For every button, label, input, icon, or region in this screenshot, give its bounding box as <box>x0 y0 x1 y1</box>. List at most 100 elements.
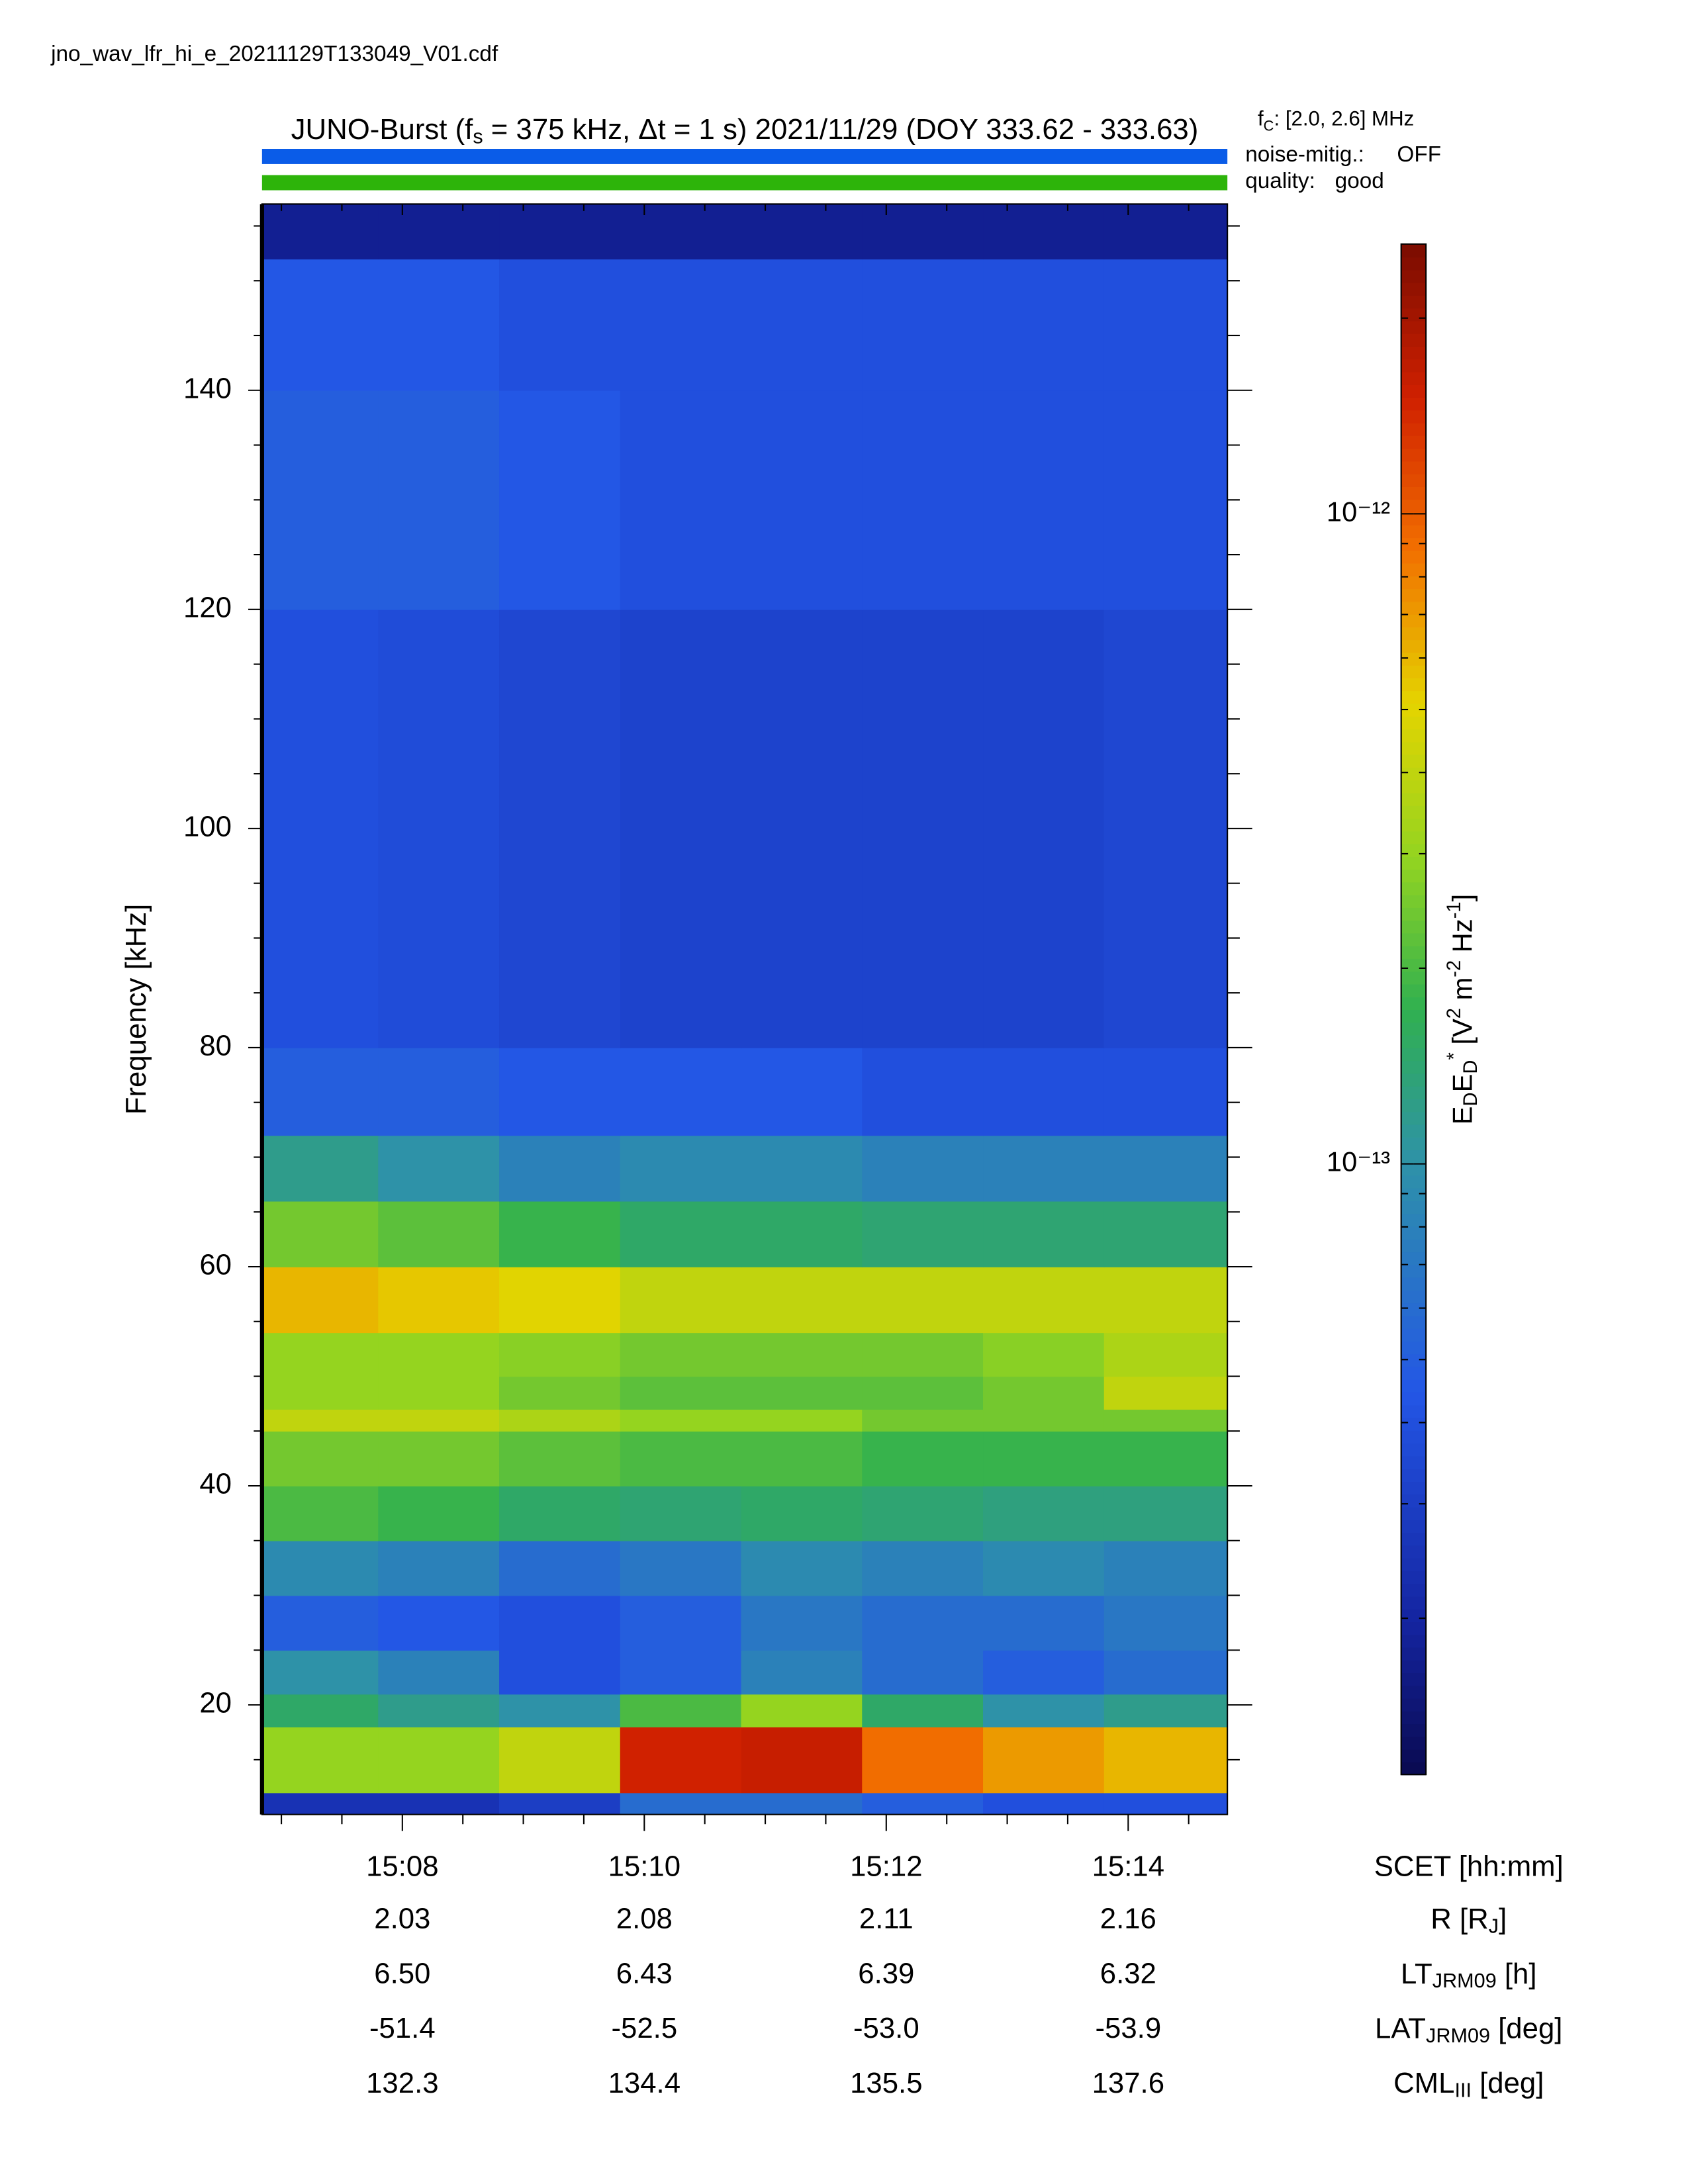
heatmap-cell <box>741 1332 863 1377</box>
heatmap-cell <box>499 1792 621 1815</box>
heatmap-cell <box>862 1135 984 1202</box>
heatmap-cell <box>620 1376 742 1410</box>
text-part: : [2.0, 2.6] MHz <box>1274 107 1414 130</box>
heatmap-cell <box>741 390 863 610</box>
ephemeris-value: 6.43 <box>616 1957 673 1989</box>
colorbar-segment <box>1401 563 1427 576</box>
colorbar-segment <box>1401 473 1427 487</box>
heatmap-cell <box>499 390 621 610</box>
colorbar-segment <box>1401 1532 1427 1546</box>
heatmap-cell <box>620 1727 742 1794</box>
text-part: [deg] <box>1490 2012 1562 2044</box>
colorbar-segment <box>1401 792 1427 806</box>
heatmap-cell <box>1103 1431 1228 1486</box>
heatmap-cell <box>862 1409 984 1432</box>
colorbar-segment <box>1401 626 1427 641</box>
colorbar-segment <box>1401 869 1427 883</box>
colorbar-segment <box>1401 1519 1427 1533</box>
colorbar-segment <box>1401 1455 1427 1469</box>
heatmap-cell <box>261 1409 379 1432</box>
heatmap-cell <box>862 1376 984 1410</box>
heatmap-cell <box>620 204 742 259</box>
ephemeris-value: -53.0 <box>853 2012 919 2044</box>
colorbar-segment <box>1401 983 1427 997</box>
heatmap-cell <box>1103 1376 1228 1410</box>
heatmap-cell <box>741 828 863 1048</box>
heatmap-cell <box>741 1540 863 1596</box>
colorbar-segment <box>1401 384 1427 398</box>
colorbar-segment <box>1401 588 1427 602</box>
colorbar-segment <box>1401 1251 1427 1265</box>
colorbar-segment <box>1401 345 1427 360</box>
heatmap-cell <box>862 1332 984 1377</box>
heatmap-cell <box>261 609 379 829</box>
quality-value: good <box>1335 169 1384 193</box>
heatmap-cell <box>1103 1792 1228 1815</box>
colorbar-segment <box>1401 1723 1427 1737</box>
heatmap-cell <box>378 1540 500 1596</box>
colorbar-segment <box>1401 1545 1427 1559</box>
heatmap-cell <box>620 1047 742 1136</box>
text-part: s <box>473 125 483 148</box>
heatmap-cell <box>983 204 1105 259</box>
heatmap-cell <box>378 1376 500 1410</box>
heatmap-cell <box>499 1595 621 1651</box>
colorbar-segment <box>1401 920 1427 934</box>
quality-bar <box>261 175 1228 191</box>
heatmap-cell <box>741 1727 863 1794</box>
colorbar-segment <box>1401 907 1427 921</box>
heatmap-cell <box>741 1376 863 1410</box>
heatmap-cell <box>620 1540 742 1596</box>
ephemeris-value: 2.16 <box>1100 1903 1156 1935</box>
heatmap-cell <box>378 390 500 610</box>
colorbar-segment <box>1401 1392 1427 1406</box>
heatmap-cell <box>741 609 863 829</box>
heatmap-cell <box>499 1650 621 1695</box>
colorbar-segment <box>1401 295 1427 309</box>
heatmap-cell <box>741 1792 863 1815</box>
colorbar-segment <box>1401 1047 1427 1062</box>
x-tick-label: 15:10 <box>608 1850 680 1882</box>
colorbar-segment <box>1401 333 1427 347</box>
noise-bar <box>261 149 1228 164</box>
colorbar-segment <box>1401 1404 1427 1418</box>
y-tick-label: 100 <box>183 810 232 842</box>
heatmap-cell <box>499 1267 621 1334</box>
heatmap-cell <box>499 259 621 391</box>
ephemeris-value: 2.08 <box>616 1903 673 1935</box>
heatmap-cell <box>499 1727 621 1794</box>
quality-label: quality: <box>1245 169 1315 193</box>
heatmap-cell <box>499 1694 621 1728</box>
colorbar-segment <box>1401 499 1427 513</box>
heatmap-cell <box>378 1595 500 1651</box>
heatmap-cell <box>499 609 621 829</box>
heatmap-cell <box>378 1201 500 1267</box>
y-tick-label: 40 <box>199 1468 232 1500</box>
heatmap-cell <box>741 1201 863 1267</box>
text-part: JUNO-Burst (f <box>291 113 474 145</box>
heatmap-cell <box>620 1431 742 1486</box>
colorbar-segment <box>1401 882 1427 895</box>
text-part: [V <box>1447 1019 1478 1052</box>
colorbar-segment <box>1401 1022 1427 1036</box>
heatmap-cell <box>862 1694 984 1728</box>
text-part: -2 <box>1444 960 1465 978</box>
colorbar-segment <box>1401 1557 1427 1571</box>
colorbar-segment <box>1401 945 1427 959</box>
colorbar-segment <box>1401 1379 1427 1393</box>
heatmap-cell <box>741 1431 863 1486</box>
heatmap-cell <box>620 1486 742 1541</box>
colorbar-tick-label: 10⁻¹³ <box>1327 1146 1390 1177</box>
colorbar-segment <box>1401 1187 1427 1202</box>
x-tick-label: 15:08 <box>366 1850 438 1882</box>
ephemeris-value: -53.9 <box>1095 2012 1161 2044</box>
colorbar-segment <box>1401 524 1427 539</box>
heatmap-cell <box>499 1135 621 1202</box>
text-part: = 375 kHz, Δt = 1 s) 2021/11/29 (DOY 333… <box>483 113 1199 145</box>
ephemeris-value: 137.6 <box>1092 2067 1164 2099</box>
heatmap-cell <box>620 1694 742 1728</box>
colorbar-segment <box>1401 448 1427 462</box>
heatmap-cell <box>862 1650 984 1695</box>
heatmap-cell <box>1103 1486 1228 1541</box>
colorbar-frame <box>1400 243 1427 1776</box>
